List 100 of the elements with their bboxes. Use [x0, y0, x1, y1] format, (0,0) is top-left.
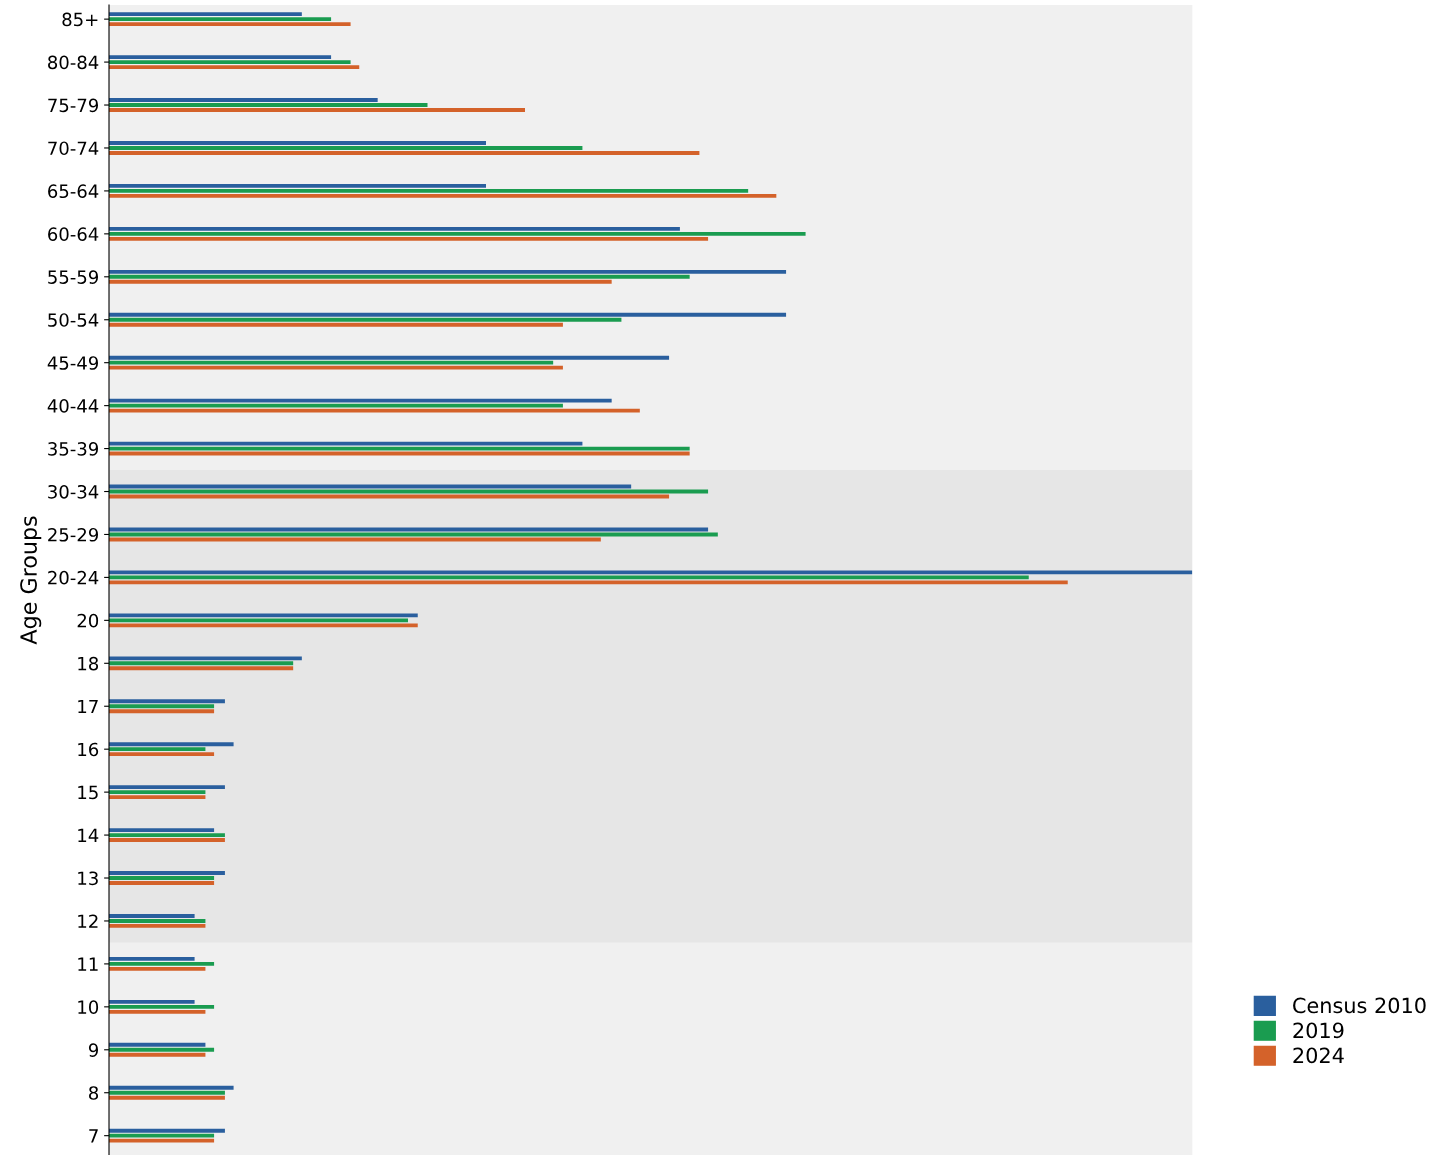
bar — [109, 398, 612, 403]
bar — [109, 656, 302, 661]
y-tick-label: 9 — [88, 1043, 99, 1057]
bar — [109, 1009, 206, 1014]
bar — [109, 956, 195, 961]
y-tick-label: 65-64 — [48, 184, 99, 199]
bar — [109, 226, 680, 231]
bar — [109, 919, 206, 923]
bar — [109, 709, 215, 714]
bar — [109, 881, 215, 885]
bar — [109, 65, 360, 69]
bar — [109, 22, 351, 27]
bar — [109, 795, 206, 800]
bar — [109, 98, 378, 102]
y-tick-label: 85+ — [62, 12, 98, 27]
y-tick-label: 11 — [78, 957, 98, 971]
legend-label: Census 2010 — [1293, 997, 1426, 1014]
bar — [109, 269, 787, 274]
y-tick-label: 18 — [78, 656, 99, 671]
y-tick-label: 14 — [78, 828, 99, 842]
y-tick-label: 70-74 — [48, 141, 99, 156]
bar — [109, 1052, 206, 1057]
bar — [109, 613, 418, 618]
y-tick-label: 7 — [89, 1129, 98, 1143]
y-tick-label: 15 — [78, 785, 98, 800]
bar — [109, 193, 777, 198]
bar — [109, 1004, 215, 1009]
y-tick-label: 16 — [78, 742, 99, 757]
bar — [109, 184, 486, 188]
bar — [109, 12, 302, 17]
bar — [109, 279, 612, 284]
bar — [109, 618, 408, 623]
bar — [109, 312, 787, 317]
bar — [109, 317, 622, 322]
bar — [109, 838, 225, 842]
bar — [109, 704, 215, 709]
bar — [109, 188, 749, 193]
y-tick-label: 45-49 — [47, 356, 99, 370]
bar — [109, 141, 486, 145]
bar — [109, 833, 225, 837]
y-tick-label: 75-79 — [48, 98, 99, 113]
y-tick-label: 35-39 — [48, 442, 99, 456]
bar — [109, 146, 583, 150]
bar — [109, 17, 332, 22]
y-tick-label: 8 — [89, 1086, 99, 1100]
bar — [109, 580, 1068, 585]
bar — [109, 785, 225, 790]
y-axis-title: Age Groups — [20, 516, 42, 645]
bar — [109, 966, 206, 971]
bar — [109, 151, 700, 155]
bar — [109, 999, 195, 1004]
bar — [109, 876, 215, 880]
bar — [109, 828, 215, 833]
y-tick-label: 55-59 — [48, 270, 99, 284]
bar — [109, 742, 234, 747]
bar — [109, 747, 206, 752]
bar — [109, 666, 294, 671]
bar — [109, 661, 294, 666]
legend-label: 2024 — [1293, 1047, 1344, 1064]
bar — [109, 355, 670, 360]
y-tick-label: 13 — [78, 871, 98, 886]
bar — [109, 575, 1029, 580]
bar — [109, 108, 525, 112]
bar — [109, 274, 690, 279]
bar — [109, 1138, 215, 1143]
y-tick-label: 30-34 — [48, 484, 99, 499]
bar — [109, 1047, 215, 1052]
legend-label: 2019 — [1293, 1022, 1344, 1039]
y-tick-label: 60-64 — [48, 227, 99, 241]
y-tick-label: 17 — [78, 699, 98, 714]
y-tick-label: 12 — [78, 914, 98, 928]
bar — [109, 623, 418, 628]
bar — [109, 914, 195, 918]
bar — [109, 699, 225, 704]
bar — [109, 1085, 234, 1090]
bar — [109, 570, 1193, 575]
bar — [109, 1095, 225, 1100]
bar — [109, 1133, 215, 1138]
y-tick-label: 40-44 — [47, 399, 99, 413]
bar — [109, 871, 225, 875]
bar — [109, 961, 215, 966]
bar — [109, 1090, 225, 1095]
bar — [109, 1128, 225, 1133]
bar — [109, 790, 206, 795]
bar — [109, 103, 428, 107]
y-tick-label: 10 — [78, 1000, 99, 1014]
bar — [109, 231, 806, 236]
y-tick-label: 50-54 — [48, 313, 99, 327]
bar — [109, 322, 563, 327]
y-tick-label: 25-29 — [48, 527, 99, 542]
y-tick-label: 80-84 — [48, 55, 99, 70]
bar — [109, 408, 640, 413]
bar — [109, 55, 332, 60]
y-tick-label: 20 — [77, 613, 99, 628]
bar — [109, 1042, 206, 1047]
bar — [109, 365, 563, 370]
bar — [109, 360, 554, 365]
bar — [109, 236, 709, 241]
bar — [109, 441, 583, 446]
y-tick-label: 20-24 — [48, 570, 99, 585]
